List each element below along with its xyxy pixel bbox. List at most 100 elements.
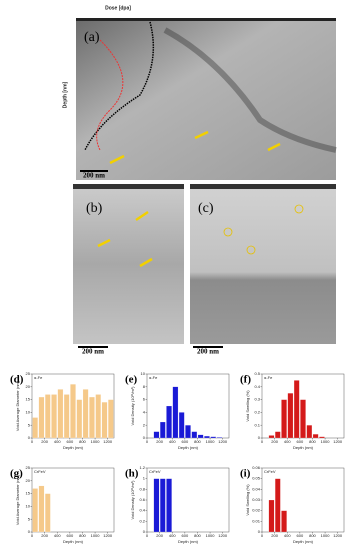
scale-bar-label: 200 nm [82, 348, 104, 356]
bar [275, 431, 281, 439]
y-tick-label: 0 [258, 435, 261, 440]
bar [38, 396, 45, 439]
bar [70, 384, 76, 439]
x-tick-label: 1000 [321, 439, 331, 444]
y-tick-label: 10 [141, 371, 146, 376]
scale-bar-label: 200 nm [197, 348, 219, 356]
x-tick-label: 600 [182, 439, 189, 444]
y-tick-label: 25 [26, 465, 31, 470]
micrograph [73, 184, 184, 344]
y-tick-label: 1 [143, 476, 146, 481]
x-tick-label: 200 [41, 439, 48, 444]
x-tick-label: 600 [182, 533, 189, 538]
arrow [135, 210, 149, 222]
y-tick-label: 0.02 [252, 508, 261, 513]
y-tick-label: 0.3 [254, 397, 260, 402]
y-axis-label: Void Swelling (%) [245, 390, 250, 422]
y-tick-label: 2 [143, 422, 146, 427]
y-tick-label: 4 [143, 409, 146, 414]
panel-label: (b) [86, 201, 103, 216]
y-tick-label: 0.6 [139, 497, 145, 502]
y-tick-label: 10 [26, 503, 31, 508]
panel-label: (d) [10, 374, 24, 386]
panel-label: (i) [240, 468, 251, 480]
bar [63, 394, 70, 439]
x-tick-label: 0 [31, 533, 34, 538]
bar [319, 436, 325, 439]
y-tick-label: 10 [26, 409, 31, 414]
dislocation-band [163, 27, 337, 153]
y-axis-label: Void Average Diameter (nm) [15, 474, 20, 525]
y-tick-label: 0.2 [254, 409, 260, 414]
bar [281, 399, 287, 439]
void-circle [294, 204, 304, 214]
chart-title: CrFeV [264, 469, 276, 474]
x-tick-label: 400 [169, 439, 176, 444]
y-tick-label: 20 [26, 478, 31, 483]
x-tick-label: 0 [261, 533, 264, 538]
bar [287, 393, 294, 439]
overlay-ylabel: Depth [nm] [62, 81, 68, 108]
x-tick-label: 600 [67, 533, 74, 538]
bar [306, 425, 313, 439]
bar [293, 380, 300, 439]
x-tick-label: 200 [271, 533, 278, 538]
bar [82, 389, 89, 439]
x-tick-label: 1200 [218, 533, 228, 538]
x-tick-label: 200 [156, 533, 163, 538]
chart-title: α-Fe [264, 375, 273, 380]
scale-bar-label: 200 nm [83, 172, 105, 180]
x-tick-label: 1200 [333, 533, 343, 538]
arrow [97, 238, 111, 248]
bar [216, 437, 223, 439]
bar [51, 394, 57, 439]
y-tick-label: 0.8 [139, 486, 145, 491]
dose-profile [84, 21, 155, 151]
x-axis-label: Depth (nm) [293, 539, 314, 544]
y-axis-label: Void Average Diameter (nm) [15, 380, 20, 431]
x-tick-label: 1200 [103, 533, 113, 538]
x-tick-label: 1000 [91, 439, 101, 444]
bar [57, 389, 64, 439]
panel-label: (f) [240, 374, 251, 386]
panel-label: (e) [125, 374, 138, 386]
panel-label: (a) [84, 30, 100, 45]
y-axis-label: Void Swelling (%) [245, 484, 250, 516]
bar [197, 434, 204, 439]
plot-frame [31, 467, 115, 533]
surface-band [190, 184, 336, 189]
panel-label: (h) [125, 468, 139, 480]
y-tick-label: 0.4 [254, 384, 260, 389]
chart-title: CrFeV [34, 469, 46, 474]
x-axis-label: Depth (nm) [63, 539, 84, 544]
x-tick-label: 400 [169, 533, 176, 538]
micrograph [76, 18, 336, 180]
x-axis-label: Depth (nm) [178, 445, 199, 450]
bar [45, 394, 51, 439]
bar [153, 478, 160, 533]
y-tick-label: 0 [28, 529, 31, 534]
scale-bar [80, 170, 108, 172]
x-tick-label: 800 [309, 439, 316, 444]
y-tick-label: 25 [26, 371, 31, 376]
x-tick-label: 1000 [206, 439, 216, 444]
y-tick-label: 0.04 [252, 486, 261, 491]
y-tick-label: 0.01 [252, 518, 261, 523]
x-tick-label: 0 [146, 439, 149, 444]
x-tick-label: 1200 [333, 439, 343, 444]
bar [178, 412, 185, 439]
y-tick-label: 0.4 [139, 508, 145, 513]
x-tick-label: 200 [41, 533, 48, 538]
bar [281, 510, 287, 533]
y-tick-label: 0 [143, 529, 146, 534]
bar [89, 396, 95, 439]
x-tick-label: 800 [194, 439, 201, 444]
bar [210, 436, 216, 439]
depth-profile [96, 39, 124, 151]
plot-frame [261, 467, 345, 533]
y-tick-label: 0.5 [254, 371, 260, 376]
surface-band [76, 18, 336, 21]
chart-title: α-Fe [149, 375, 158, 380]
